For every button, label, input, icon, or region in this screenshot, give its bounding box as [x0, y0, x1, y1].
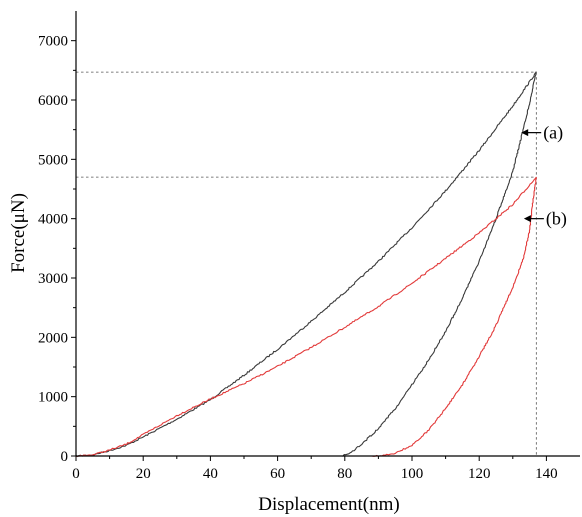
x-tick-label: 80 — [337, 466, 352, 482]
y-tick-label: 1000 — [38, 390, 68, 406]
y-axis-title: Force(μN) — [8, 193, 29, 273]
annotations: (a) (b) — [521, 123, 567, 230]
annotation-arrowhead-a — [521, 129, 529, 137]
x-tick-label: 100 — [401, 466, 424, 482]
y-tick-label: 0 — [61, 449, 69, 465]
reference-lines — [76, 71, 537, 456]
series-a-loading-curve — [75, 71, 537, 458]
ticks: 0 20 40 60 80 100 120 140 0 1000 2000 3000 4000 5000 6… — [38, 34, 558, 482]
y-tick-label: 7000 — [38, 34, 68, 50]
x-tick-label: 0 — [72, 466, 80, 482]
series-b-loading-curve — [76, 176, 537, 458]
y-tick-label: 5000 — [38, 152, 68, 168]
series-b-unloading-curve — [371, 177, 537, 457]
x-tick-label: 120 — [468, 466, 491, 482]
y-tick-label: 3000 — [38, 271, 68, 287]
annotation-arrowhead-b — [523, 215, 531, 223]
y-tick-label: 4000 — [38, 212, 68, 228]
x-tick-label: 40 — [203, 466, 218, 482]
x-tick-label: 20 — [136, 466, 151, 482]
x-axis-title: Displacement(nm) — [258, 494, 399, 515]
annotation-label-b: (b) — [546, 209, 567, 230]
x-tick-label: 60 — [270, 466, 285, 482]
annotation-label-a: (a) — [543, 123, 563, 144]
axes — [75, 11, 580, 457]
series-a-unloading-curve — [341, 71, 537, 457]
y-tick-label: 6000 — [38, 93, 68, 109]
y-tick-label: 2000 — [38, 330, 68, 346]
series-lines — [75, 71, 537, 458]
x-tick-label: 140 — [535, 466, 558, 482]
